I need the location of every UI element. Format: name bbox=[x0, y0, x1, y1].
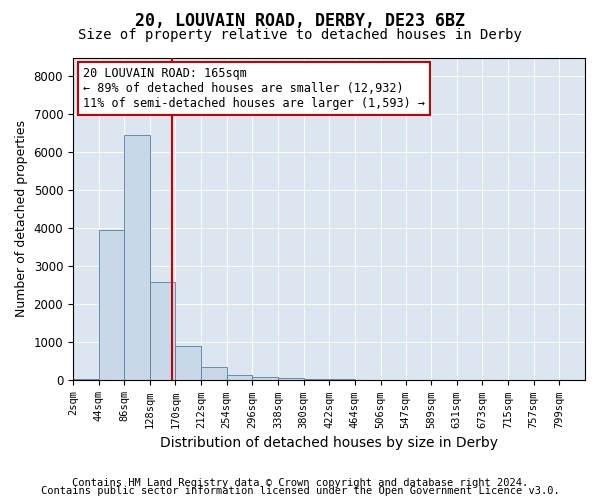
Bar bbox=[227, 374, 253, 380]
Y-axis label: Number of detached properties: Number of detached properties bbox=[15, 120, 28, 318]
Text: 20 LOUVAIN ROAD: 165sqm
← 89% of detached houses are smaller (12,932)
11% of sem: 20 LOUVAIN ROAD: 165sqm ← 89% of detache… bbox=[83, 67, 425, 110]
Text: Contains HM Land Registry data © Crown copyright and database right 2024.: Contains HM Land Registry data © Crown c… bbox=[72, 478, 528, 488]
Bar bbox=[278, 378, 304, 380]
Text: Contains public sector information licensed under the Open Government Licence v3: Contains public sector information licen… bbox=[41, 486, 559, 496]
Bar bbox=[201, 367, 227, 380]
Bar bbox=[304, 378, 329, 380]
Bar bbox=[98, 230, 124, 380]
Bar bbox=[73, 378, 98, 380]
Bar bbox=[253, 376, 278, 380]
X-axis label: Distribution of detached houses by size in Derby: Distribution of detached houses by size … bbox=[160, 436, 498, 450]
Text: 20, LOUVAIN ROAD, DERBY, DE23 6BZ: 20, LOUVAIN ROAD, DERBY, DE23 6BZ bbox=[135, 12, 465, 30]
Text: Size of property relative to detached houses in Derby: Size of property relative to detached ho… bbox=[78, 28, 522, 42]
Bar bbox=[175, 346, 201, 380]
Bar bbox=[124, 136, 150, 380]
Bar bbox=[150, 282, 175, 380]
